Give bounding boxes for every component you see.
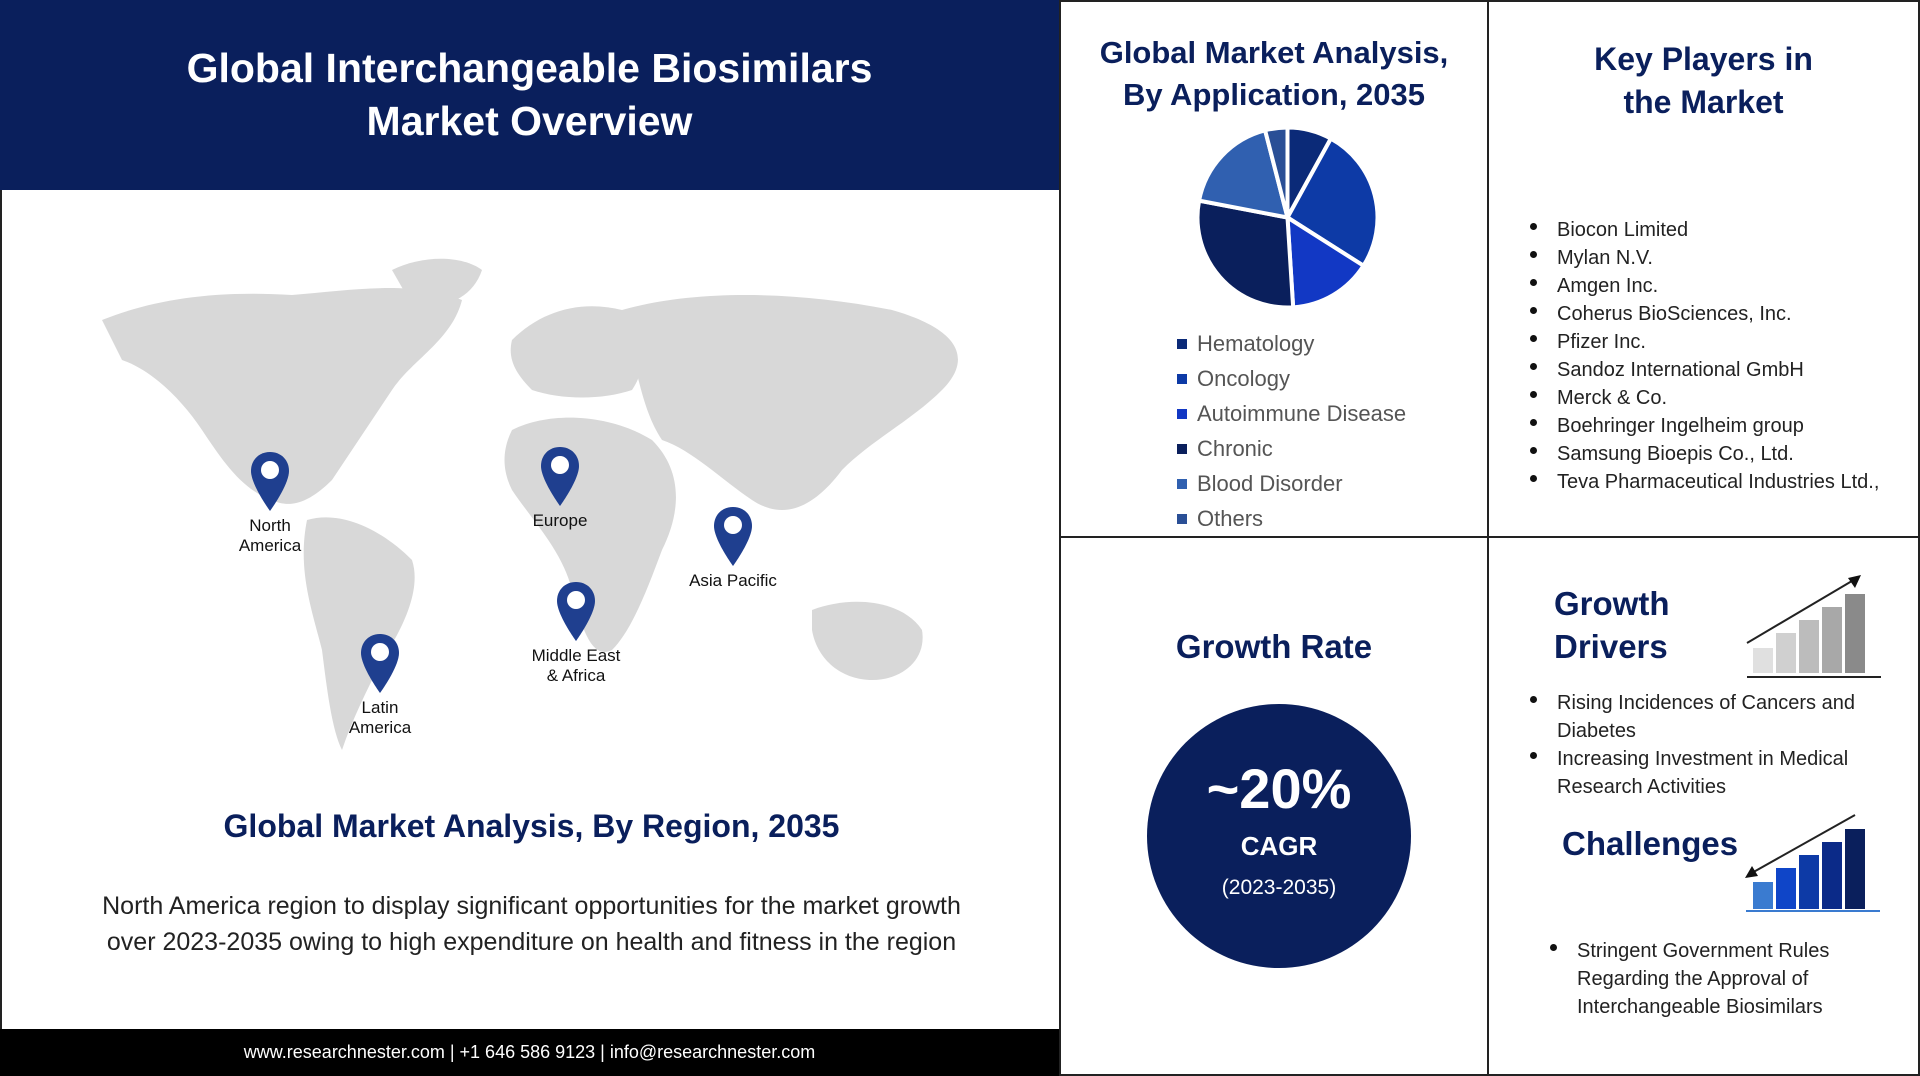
- pie-slice-chronic: [1195, 198, 1296, 310]
- legend-item: Others: [1177, 501, 1406, 536]
- list-item: Mylan N.V.: [1530, 244, 1897, 272]
- key-players-title-line1: Key Players in: [1594, 41, 1813, 77]
- list-item: Coherus BioSciences, Inc.: [1530, 300, 1897, 328]
- legend-item: Oncology: [1177, 361, 1406, 396]
- legend-label: Hematology: [1197, 331, 1315, 356]
- divider: [1059, 0, 1061, 1076]
- legend-swatch: [1177, 408, 1187, 419]
- legend-label: Blood Disorder: [1197, 471, 1343, 496]
- chart-title-line2: By Application, 2035: [1122, 77, 1426, 112]
- list-item: Amgen Inc.: [1530, 272, 1897, 300]
- list-item: Rising Incidences of Cancers and Diabete…: [1530, 689, 1897, 745]
- region-panel: North America Europe Asia Pacific Middle Eas…: [0, 190, 1059, 1029]
- location-pin-icon: [358, 632, 402, 701]
- region-label-line1: North: [249, 516, 291, 535]
- legend-swatch: [1177, 338, 1187, 349]
- region-label-line1: Middle East: [531, 646, 621, 665]
- region-label: North America: [239, 516, 301, 556]
- region-label-line2: America: [348, 718, 412, 737]
- legend-item: Hematology: [1177, 326, 1406, 361]
- pie-slice-others: [1262, 125, 1290, 218]
- key-players-title-line2: the Market: [1623, 84, 1784, 120]
- application-pie-chart: [1195, 125, 1380, 310]
- asia-shape: [622, 295, 958, 510]
- list-item: Stringent Government Rules Regarding the…: [1550, 937, 1877, 1021]
- rising-bar-chart-icon: [1746, 575, 1881, 678]
- divider: [1487, 0, 1489, 1076]
- region-label: Middle East & Africa: [532, 646, 621, 686]
- challenges-bar-chart-icon: [1745, 814, 1880, 912]
- divider: [1918, 0, 1920, 1076]
- list-item: Samsung Bioepis Co., Ltd.: [1530, 440, 1897, 468]
- list-item: Boehringer Ingelheim group: [1530, 412, 1897, 440]
- location-pin-icon: [538, 445, 582, 514]
- europe-shape: [510, 306, 643, 398]
- growth-drivers-title-line1: Growth: [1554, 585, 1670, 622]
- page-title-line2: Market Overview: [366, 98, 693, 144]
- legend-item: Chronic: [1177, 431, 1406, 466]
- legend-swatch: [1177, 443, 1187, 454]
- location-pin-icon: [711, 505, 755, 574]
- greenland-shape: [392, 258, 482, 307]
- legend-label: Autoimmune Disease: [1197, 401, 1407, 426]
- legend-swatch: [1177, 513, 1187, 524]
- footer-contact: www.researchnester.com | +1 646 586 9123…: [0, 1029, 1059, 1076]
- region-label-line2: America: [238, 536, 302, 555]
- page-title-line1: Global Interchangeable Biosimilars: [186, 45, 873, 91]
- region-description: North America region to display signific…: [2, 888, 1061, 960]
- list-item: Increasing Investment in Medical Researc…: [1530, 745, 1897, 801]
- application-chart-title: Global Market Analysis, By Application, …: [1061, 32, 1487, 116]
- challenges-list: Stringent Government Rules Regarding the…: [1550, 937, 1877, 1021]
- legend-item: Autoimmune Disease: [1177, 396, 1406, 431]
- growth-rate-title: Growth Rate: [1175, 628, 1373, 665]
- key-players-title: Key Players in the Market: [1489, 38, 1918, 124]
- location-pin-icon: [248, 450, 292, 519]
- list-item: Sandoz International GmbH: [1530, 356, 1897, 384]
- key-players-list: Biocon Limited Mylan N.V. Amgen Inc. Coheru…: [1530, 216, 1897, 496]
- cagr-circle: ~20% CAGR (2023-2035): [1147, 704, 1411, 968]
- divider: [1059, 1074, 1920, 1076]
- chart-title-line1: Global Market Analysis,: [1099, 35, 1449, 70]
- header-banner: Global Interchangeable Biosimilars Marke…: [0, 0, 1059, 190]
- legend-label: Chronic: [1197, 436, 1273, 461]
- region-label-line1: Asia Pacific: [689, 571, 777, 590]
- growth-drivers-title: Growth Drivers: [1554, 582, 1669, 668]
- pie-legend: Hematology Oncology Autoimmune Disease Chro…: [1177, 326, 1406, 536]
- pie-slice-autoimmune-disease: [1285, 213, 1367, 310]
- pie-slice-blood-disorder: [1196, 127, 1291, 221]
- list-item: Biocon Limited: [1530, 216, 1897, 244]
- location-pin-icon: [554, 580, 598, 649]
- list-item: Merck & Co.: [1530, 384, 1897, 412]
- south-america-shape: [303, 517, 415, 750]
- region-label: Asia Pacific: [689, 571, 777, 591]
- cagr-period: (2023-2035): [1221, 876, 1337, 899]
- region-label: Latin America: [349, 698, 411, 738]
- region-label-line1: Europe: [532, 511, 588, 530]
- challenges-title: Challenges: [1562, 825, 1739, 862]
- legend-swatch: [1177, 478, 1187, 489]
- growth-drivers-title-line2: Drivers: [1554, 628, 1668, 665]
- region-description-line1: North America region to display signific…: [102, 892, 961, 920]
- legend-item: Blood Disorder: [1177, 466, 1406, 501]
- legend-label: Others: [1197, 506, 1264, 531]
- region-label: Europe: [533, 511, 588, 531]
- region-section-title: Global Market Analysis, By Region, 2035: [223, 808, 840, 844]
- region-description-line2: over 2023-2035 owing to high expenditure…: [106, 928, 957, 956]
- cagr-label: CAGR: [1240, 831, 1318, 861]
- north-america-shape: [102, 288, 462, 504]
- cagr-value: ~20%: [1206, 757, 1352, 820]
- divider: [1059, 536, 1920, 538]
- legend-label: Oncology: [1197, 366, 1290, 391]
- list-item: Teva Pharmaceutical Industries Ltd.,: [1530, 468, 1897, 496]
- divider: [1059, 0, 1920, 2]
- pie-slice-oncology: [1284, 135, 1380, 269]
- region-label-line1: Latin: [361, 698, 399, 717]
- legend-swatch: [1177, 373, 1187, 384]
- list-item: Pfizer Inc.: [1530, 328, 1897, 356]
- australia-shape: [812, 601, 923, 680]
- region-label-line2: & Africa: [546, 666, 606, 685]
- growth-drivers-list: Rising Incidences of Cancers and Diabete…: [1530, 689, 1897, 801]
